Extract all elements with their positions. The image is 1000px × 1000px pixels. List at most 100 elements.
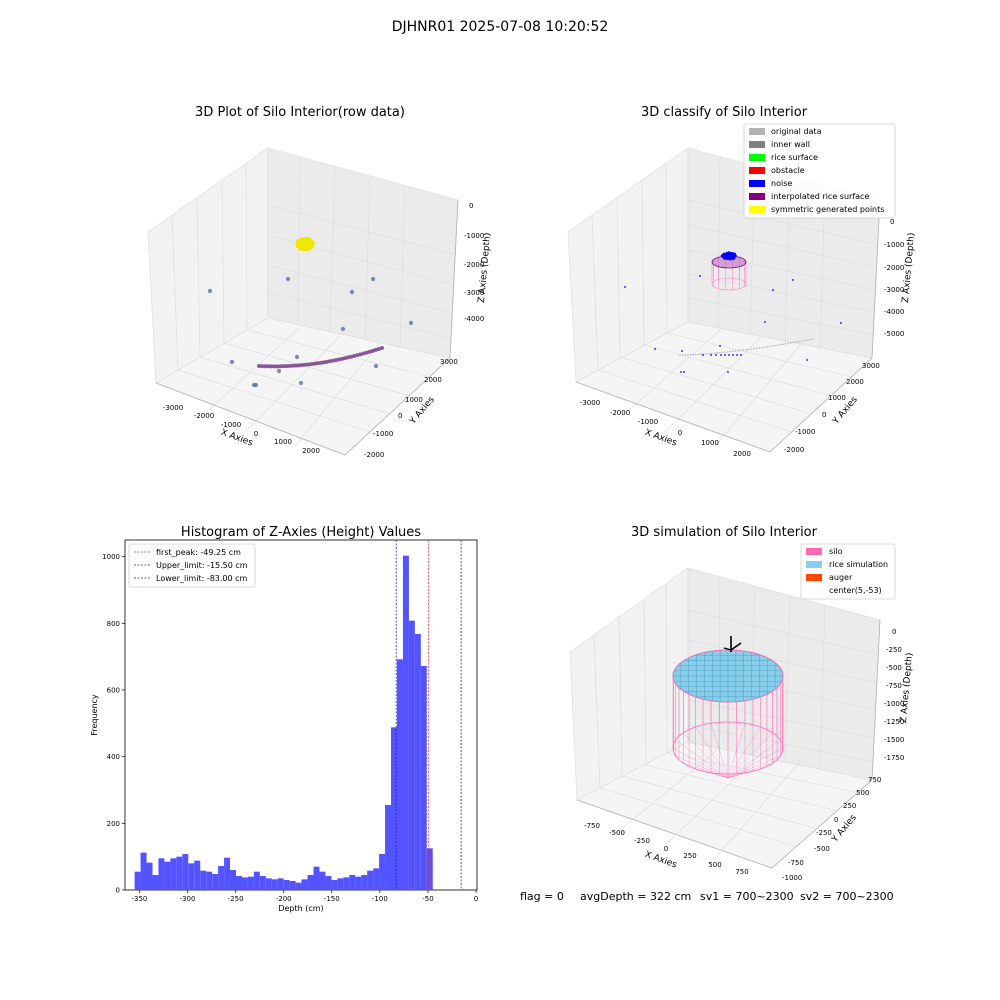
histogram-bar (295, 882, 302, 890)
x-tick-label: -350 (131, 895, 147, 903)
panel2-ytick: 0 (822, 411, 826, 419)
y-tick-label: 600 (107, 687, 120, 695)
silo-line (710, 723, 729, 779)
panel4-ytick: 0 (834, 816, 838, 824)
histogram-bar (206, 871, 213, 890)
noise-point (683, 371, 685, 373)
arc-point (260, 364, 265, 369)
panel4-legend-frame (800, 543, 896, 600)
original-point (803, 339, 805, 342)
histogram-bar (146, 862, 153, 890)
arc-point (281, 364, 286, 369)
noise-point (740, 354, 742, 356)
figure-suptitle: DJHNR01 2025-07-08 10:20:52 (392, 19, 609, 35)
histogram-bar (349, 875, 356, 890)
arc-point (303, 362, 308, 367)
raw-point (297, 246, 303, 251)
panel2-legend-label: noise (771, 179, 792, 188)
panel2-ztick: -3000 (884, 286, 904, 294)
panel2-legend-swatch (749, 141, 765, 148)
silo-line (727, 726, 761, 779)
panel3-xticks: -350 -300 -250 -200 -150 -100 -50 0 (131, 890, 478, 903)
arc-point (324, 359, 329, 364)
silo-line (727, 747, 784, 779)
original-point (684, 354, 687, 356)
panel4-ztick: -1750 (884, 754, 904, 762)
histogram-bar (140, 852, 147, 890)
panel4-ytick: 250 (843, 802, 856, 810)
footer-flag: flag = 0 (520, 890, 564, 903)
noise-point (728, 354, 730, 356)
raw-point (299, 237, 305, 242)
panel1-xtick: -1000 (221, 421, 241, 429)
raw-point (349, 289, 355, 295)
panel4-xtick: 250 (683, 852, 696, 860)
panel1-ztick: 0 (469, 202, 473, 210)
original-point (763, 346, 766, 348)
arc-point (370, 348, 375, 353)
panel4-legend-label: rice simulation (829, 560, 888, 569)
arc-point (306, 362, 311, 367)
original-point (716, 352, 718, 354)
panel2-xtick: 0 (678, 429, 682, 437)
original-point (771, 345, 774, 347)
original-point (681, 354, 684, 356)
histogram-bar (337, 878, 344, 890)
arc-point (257, 364, 261, 368)
noise-point (724, 354, 726, 356)
arc-point (287, 363, 292, 368)
original-point (710, 352, 713, 355)
raw-point (285, 276, 291, 282)
original-point (808, 338, 811, 341)
panel2-legend-swatch (749, 206, 765, 213)
panel4-xtick: -750 (584, 822, 600, 830)
arc-point (278, 364, 283, 369)
original-point (705, 352, 708, 355)
noise-point (654, 348, 656, 350)
histogram-bar (158, 858, 165, 890)
arc-point (315, 361, 320, 366)
auger-blade (730, 642, 742, 651)
panel3-ylabel: Frequency (90, 694, 99, 736)
panel1-title: 3D Plot of Silo Interior(row data) (195, 105, 405, 120)
y-tick-label: 1000 (102, 553, 120, 561)
histogram-bar (259, 876, 266, 890)
panel4-ytick: 500 (856, 789, 869, 797)
noise-point (624, 286, 626, 288)
panel4-ztick: -500 (886, 664, 902, 672)
original-point (724, 351, 726, 353)
panel2-xlabel: X Axies (643, 428, 678, 449)
original-point (739, 349, 742, 352)
arc-point (340, 356, 345, 361)
histogram-bar (325, 876, 332, 890)
arc-point (373, 347, 378, 352)
raw-point (408, 320, 414, 326)
original-point (750, 348, 753, 350)
panel4-xticks: -750 -500 -250 0 250 500 750 (584, 822, 749, 876)
original-point (779, 343, 782, 346)
x-tick-label: -100 (372, 895, 388, 903)
original-point (805, 339, 808, 341)
histogram-bar (313, 866, 320, 890)
histogram-bar (176, 856, 183, 890)
original-point (729, 350, 731, 353)
original-point (795, 341, 797, 343)
histogram-bar (253, 871, 260, 890)
histogram-bar (301, 879, 308, 890)
noise-point (733, 252, 736, 256)
panel1-yticks: -2000 -1000 0 1000 2000 3000 (364, 358, 458, 459)
original-point (692, 353, 694, 356)
panel4-ztick: -750 (886, 682, 902, 690)
original-point (798, 340, 800, 343)
histogram-bar (235, 876, 242, 890)
noise-point (792, 279, 794, 281)
original-point (734, 350, 737, 352)
original-point (811, 338, 813, 340)
footer-avg-depth: avgDepth = 322 cm (580, 890, 691, 903)
panel2-ztick: -5000 (884, 330, 904, 338)
panel2-xtick: 2000 (733, 450, 751, 458)
original-point (721, 351, 724, 354)
histogram-bar (134, 871, 141, 890)
histogram-bar (224, 857, 231, 890)
original-point (755, 347, 758, 350)
